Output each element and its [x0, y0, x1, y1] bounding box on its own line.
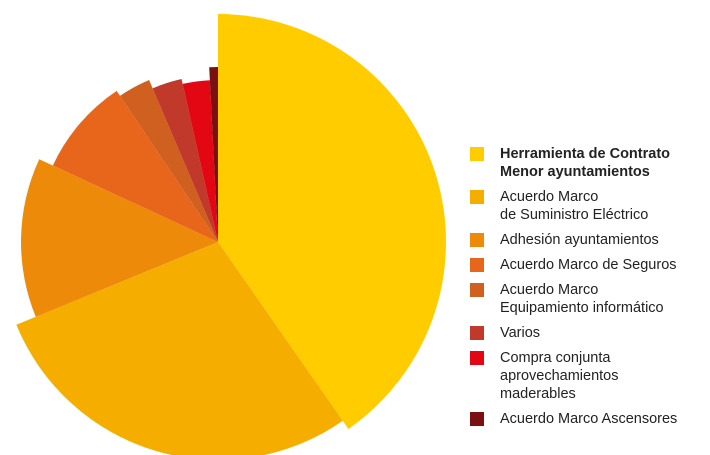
legend-swatch	[470, 283, 484, 297]
pie-slice	[119, 80, 218, 243]
legend-entry: Acuerdo Marco de Suministro Eléctrico	[470, 188, 710, 224]
legend-label: Acuerdo Marco de Suministro Eléctrico	[500, 189, 649, 223]
legend: Herramienta de Contrato Menor ayuntamien…	[470, 145, 710, 435]
pie-slice	[52, 90, 219, 242]
legend-entry: Acuerdo Marco Equipamiento informático	[470, 281, 710, 317]
chart	[16, 14, 446, 455]
legend-swatch	[470, 147, 484, 161]
legend-label: Herramienta de Contrato Menor ayuntamien…	[500, 146, 671, 180]
pie-slice	[182, 80, 218, 242]
legend-entry: Acuerdo Marco Ascensores	[470, 410, 710, 428]
legend-swatch	[470, 233, 484, 247]
legend-label: Acuerdo Marco de Seguros	[500, 257, 677, 273]
legend-label: Acuerdo Marco Ascensores	[500, 411, 678, 427]
pie-slice	[152, 79, 218, 242]
legend-swatch	[470, 351, 484, 365]
legend-swatch	[470, 258, 484, 272]
legend-label: Adhesión ayuntamientos	[500, 232, 659, 248]
legend-label: Acuerdo Marco Equipamiento informático	[500, 282, 664, 316]
legend-swatch	[470, 326, 484, 340]
legend-label: Varios	[500, 325, 541, 341]
pie-slice	[209, 67, 218, 242]
legend-entry: Compra conjunta aprovechamientos maderab…	[470, 349, 710, 403]
legend-label: Compra conjunta aprovechamientos maderab…	[500, 350, 619, 402]
pie-slice	[218, 14, 446, 429]
legend-entry: Varios	[470, 324, 710, 342]
legend-entry: Acuerdo Marco de Seguros	[470, 256, 710, 274]
legend-swatch	[470, 190, 484, 204]
pie-slice	[16, 242, 343, 455]
pie-slice	[20, 159, 219, 317]
legend-entry: Herramienta de Contrato Menor ayuntamien…	[470, 145, 710, 181]
legend-entry: Adhesión ayuntamientos	[470, 231, 710, 249]
legend-swatch	[470, 412, 484, 426]
